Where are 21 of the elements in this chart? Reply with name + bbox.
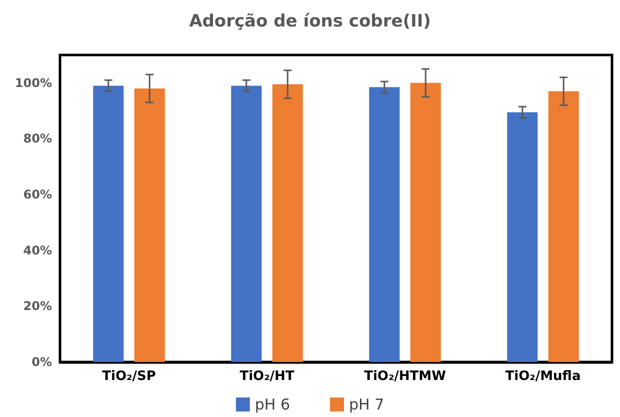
- x-tick-label: TiO₂/HT: [240, 369, 294, 384]
- chart-title: Adorção de íons cobre(II): [189, 12, 431, 32]
- y-tick-label: 40%: [23, 243, 52, 258]
- legend-label: pH 6: [254, 396, 290, 414]
- bar: [507, 112, 538, 362]
- bar: [134, 88, 165, 362]
- bar: [548, 91, 579, 362]
- bar: [410, 82, 441, 362]
- bar: [369, 87, 400, 362]
- y-tick-label: 100%: [14, 76, 52, 90]
- y-tick-label: 60%: [23, 188, 52, 202]
- x-tick-label: TiO₂/SP: [102, 369, 156, 384]
- bar: [93, 86, 124, 362]
- y-tick-label: 80%: [23, 132, 52, 146]
- x-tick-label: TiO₂/Mufla: [505, 369, 581, 384]
- y-tick-label: 0%: [32, 355, 52, 369]
- x-tick-label: TiO₂/HTMW: [364, 369, 446, 384]
- legend-label: pH 7: [349, 396, 384, 414]
- y-tick-label: 20%: [23, 299, 52, 314]
- bar: [272, 84, 303, 362]
- bar: [231, 86, 262, 362]
